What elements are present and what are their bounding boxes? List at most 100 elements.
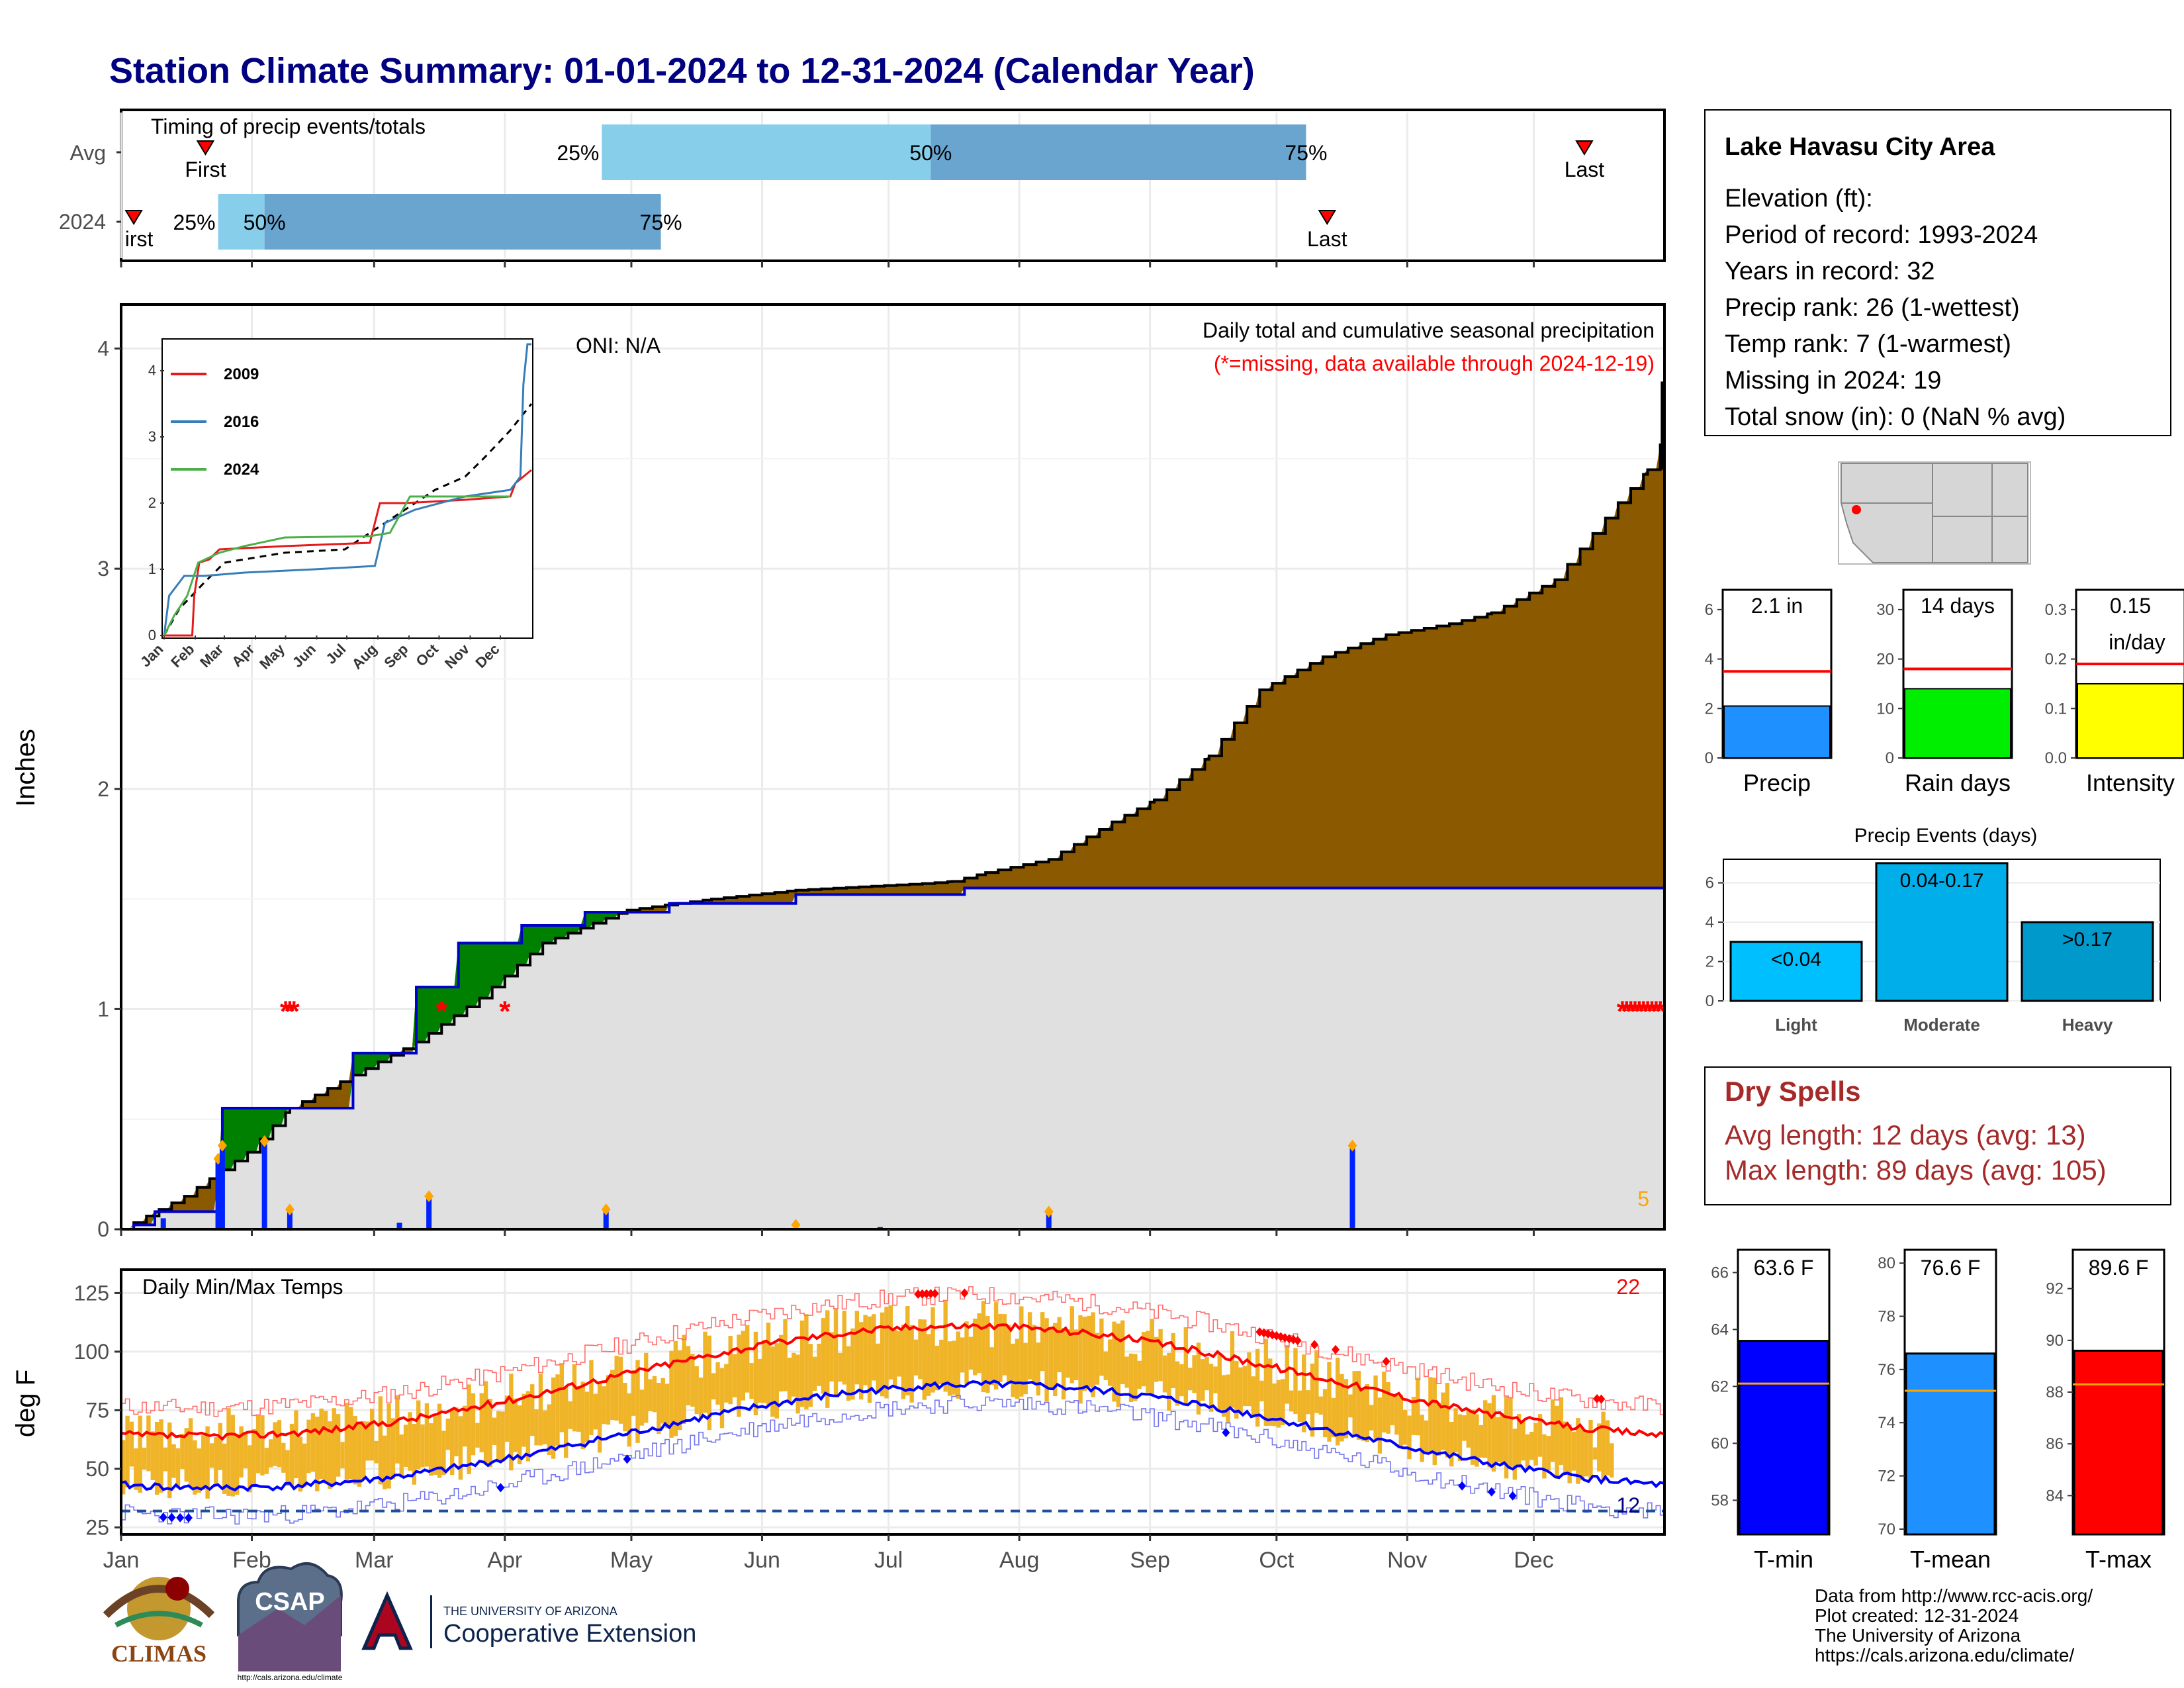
inset-ytick-label: 2	[148, 494, 156, 511]
temp-daily-range-bar	[1002, 1314, 1007, 1376]
max-record-count: 22	[1616, 1275, 1640, 1299]
temp-daily-range-bar	[121, 1440, 126, 1495]
temp-daily-range-bar	[1411, 1397, 1416, 1435]
temp-daily-range-bar	[1082, 1317, 1087, 1391]
precip-missing-marker: *	[1651, 995, 1662, 1027]
temp-record-high-marker	[1597, 1394, 1606, 1404]
temp-daily-range-bar	[610, 1370, 615, 1421]
temp-daily-range-bar	[888, 1305, 893, 1380]
small-bar-ytick-label: 0	[1886, 749, 1894, 767]
timing-q50-label: 50%	[909, 141, 952, 165]
temp-daily-range-bar	[1154, 1336, 1159, 1382]
events-bar-moderate	[1875, 862, 2009, 1002]
temp-daily-range-bar	[783, 1319, 788, 1391]
temp-daily-range-bar	[509, 1374, 514, 1471]
temp-bar-ytick-label: 88	[2046, 1383, 2064, 1401]
small-bar-ytick-label: 0.0	[2045, 749, 2067, 767]
temp-daily-range-bar	[1128, 1353, 1134, 1402]
temp-daily-range-bar	[1428, 1377, 1433, 1452]
temp-daily-range-bar	[1234, 1360, 1239, 1419]
temp-daily-range-bar	[1508, 1397, 1513, 1467]
temp-daily-range-bar	[1268, 1358, 1273, 1426]
temp-avg-min-line	[120, 1380, 1665, 1492]
temp-daily-range-bar	[1479, 1425, 1484, 1458]
temp-daily-range-bar	[1386, 1382, 1390, 1434]
temp-daily-range-bar	[1044, 1318, 1049, 1402]
temp-daily-range-bar	[1015, 1338, 1020, 1399]
temp-bar-ytick-label: 92	[2046, 1280, 2064, 1298]
temp-daily-range-bar	[1217, 1354, 1222, 1410]
precip-daily-marker	[1044, 1205, 1054, 1218]
temp-daily-range-bar	[1466, 1409, 1471, 1448]
station-info: Lake Havasu City Area Elevation (ft): Pe…	[1704, 109, 2171, 436]
temp-daily-range-bar	[416, 1400, 421, 1470]
temp-daily-range-bar	[1087, 1315, 1091, 1387]
temp-daily-range-bar	[1285, 1345, 1289, 1404]
temp-daily-range-bar	[449, 1409, 455, 1476]
temp-daily-range-bar	[403, 1425, 408, 1468]
timing-row-avg: Avg	[69, 141, 106, 165]
temp-record-high-marker	[914, 1289, 923, 1299]
temp-ytick-label: 100	[74, 1340, 109, 1364]
temp-daily-range-bar	[445, 1418, 450, 1450]
temp-daily-range-bar	[1078, 1315, 1083, 1404]
temp-daily-range-bar	[1137, 1360, 1142, 1389]
temp-daily-range-bar	[1205, 1357, 1209, 1391]
temp-daily-range-bar	[1453, 1408, 1458, 1453]
temp-daily-range-bar	[1007, 1325, 1011, 1384]
events-ytick-label: 2	[1706, 953, 1714, 971]
temp-daily-range-bar	[631, 1370, 636, 1416]
temp-daily-range-bar	[1322, 1389, 1328, 1438]
temp-bar-ytick-label: 66	[1711, 1264, 1729, 1282]
temp-daily-range-bar	[934, 1345, 940, 1391]
temp-daily-range-bar	[180, 1433, 185, 1470]
temp-daily-range-bar	[243, 1432, 248, 1469]
temp-record-low-marker	[1458, 1481, 1467, 1491]
temp-daily-range-bar	[1023, 1342, 1028, 1395]
temp-daily-range-bar	[129, 1421, 134, 1467]
precip-daily-marker	[791, 1219, 801, 1231]
timing-bar-q50-q75	[931, 124, 1306, 180]
temp-daily-range-bar	[989, 1347, 994, 1385]
footer-line-4: https://cals.arizona.edu/climate/	[1815, 1645, 2074, 1665]
month-label-nov: Nov	[1387, 1548, 1427, 1573]
temp-daily-range-bar	[1424, 1420, 1429, 1453]
temp-daily-range-bar	[134, 1448, 138, 1490]
temp-daily-range-bar	[1394, 1395, 1399, 1435]
precip-ytick-label: 0	[97, 1217, 109, 1241]
temp-daily-range-bar	[580, 1382, 585, 1450]
temp-daily-range-bar	[1377, 1397, 1383, 1454]
footer-line-3: The University of Arizona	[1815, 1625, 2021, 1646]
temp-ylabel: deg F	[11, 1370, 40, 1437]
small-bar-value: 0.15	[2110, 594, 2151, 618]
small-bar-label: Rain days	[1905, 769, 2011, 796]
temp-daily-range-bar	[711, 1373, 716, 1400]
month-label-sep: Sep	[1130, 1548, 1170, 1573]
station-precip-rank: Precip rank: 26 (1-wettest)	[1725, 294, 2020, 322]
precip-missing-marker: *	[436, 995, 448, 1027]
temp-daily-range-bar	[1196, 1342, 1201, 1415]
temp-daily-range-bar	[833, 1308, 839, 1395]
temp-record-low-marker	[1222, 1428, 1230, 1438]
temp-daily-range-bar	[1563, 1421, 1568, 1475]
temp-daily-range-bar	[1398, 1394, 1403, 1447]
temp-daily-range-bar	[289, 1423, 295, 1486]
temp-daily-range-bar	[1095, 1333, 1100, 1385]
temp-record-high-marker	[918, 1289, 927, 1299]
dry-spells-title: Dry Spells	[1725, 1076, 1860, 1107]
precip-missing-marker: *	[499, 995, 511, 1027]
month-label-feb: Feb	[232, 1548, 271, 1573]
temp-daily-range-bar	[471, 1393, 476, 1456]
small-bar-label: Precip	[1743, 769, 1811, 796]
footer: Data from http://www.rcc-acis.org/ Plot …	[1815, 1585, 2093, 1665]
temp-daily-range-bar	[1390, 1395, 1395, 1426]
temp-daily-range-bar	[1533, 1423, 1538, 1466]
temp-daily-range-bar	[429, 1423, 433, 1476]
temp-daily-range-bar	[1230, 1331, 1235, 1408]
temp-daily-range-bar	[1432, 1378, 1437, 1466]
temp-daily-range-bar	[1487, 1403, 1492, 1468]
temp-bar-label: T-min	[1754, 1546, 1813, 1573]
temp-daily-range-bar	[1040, 1312, 1045, 1372]
temp-daily-range-bar	[690, 1354, 695, 1407]
